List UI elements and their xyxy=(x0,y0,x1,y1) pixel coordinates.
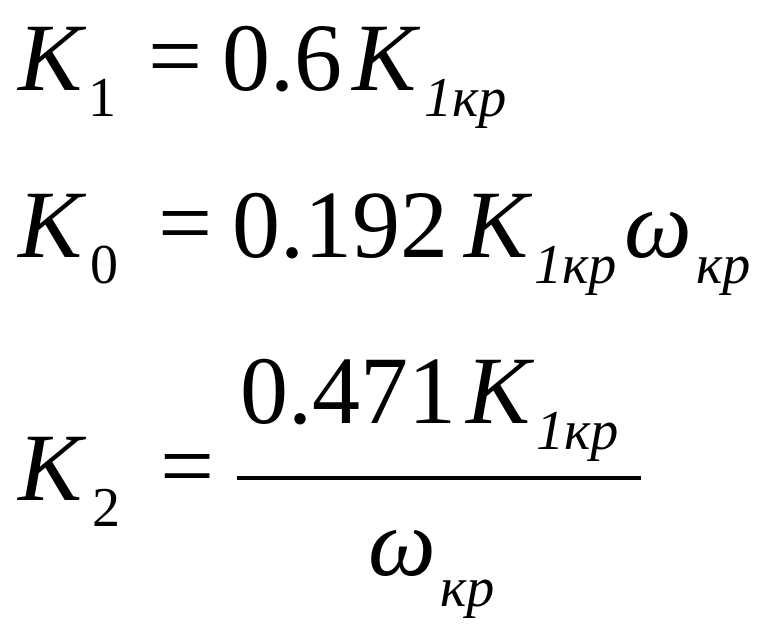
numerator-k-symbol: K xyxy=(466,337,531,444)
numerator-k-subscript: 1кр xyxy=(536,400,619,462)
k1kr-symbol: K xyxy=(464,171,529,278)
coefficient: 0.192 xyxy=(232,171,448,278)
k1kr-symbol: K xyxy=(352,4,417,111)
equals-sign: = xyxy=(148,2,203,109)
equals-sign: = xyxy=(160,412,215,519)
numerator-coefficient: 0.471 xyxy=(240,337,456,444)
k1-subscript: 1 xyxy=(88,67,116,129)
omega-symbol: ω xyxy=(624,171,692,278)
fraction-bar xyxy=(237,476,641,480)
coefficient: 0.6 xyxy=(222,4,342,111)
equals-sign: = xyxy=(158,169,213,276)
denominator-omega-symbol: ω xyxy=(368,489,436,596)
k2-subscript: 2 xyxy=(92,477,120,539)
omega-subscript: кр xyxy=(696,234,751,296)
k0-subscript: 0 xyxy=(90,234,118,296)
k0-symbol: K xyxy=(18,171,83,278)
denominator-omega-subscript: кр xyxy=(440,557,495,619)
k2-symbol: K xyxy=(18,414,83,521)
k1kr-subscript: 1кр xyxy=(424,67,507,129)
k1-symbol: K xyxy=(18,4,83,111)
k1kr-subscript: 1кр xyxy=(534,234,617,296)
